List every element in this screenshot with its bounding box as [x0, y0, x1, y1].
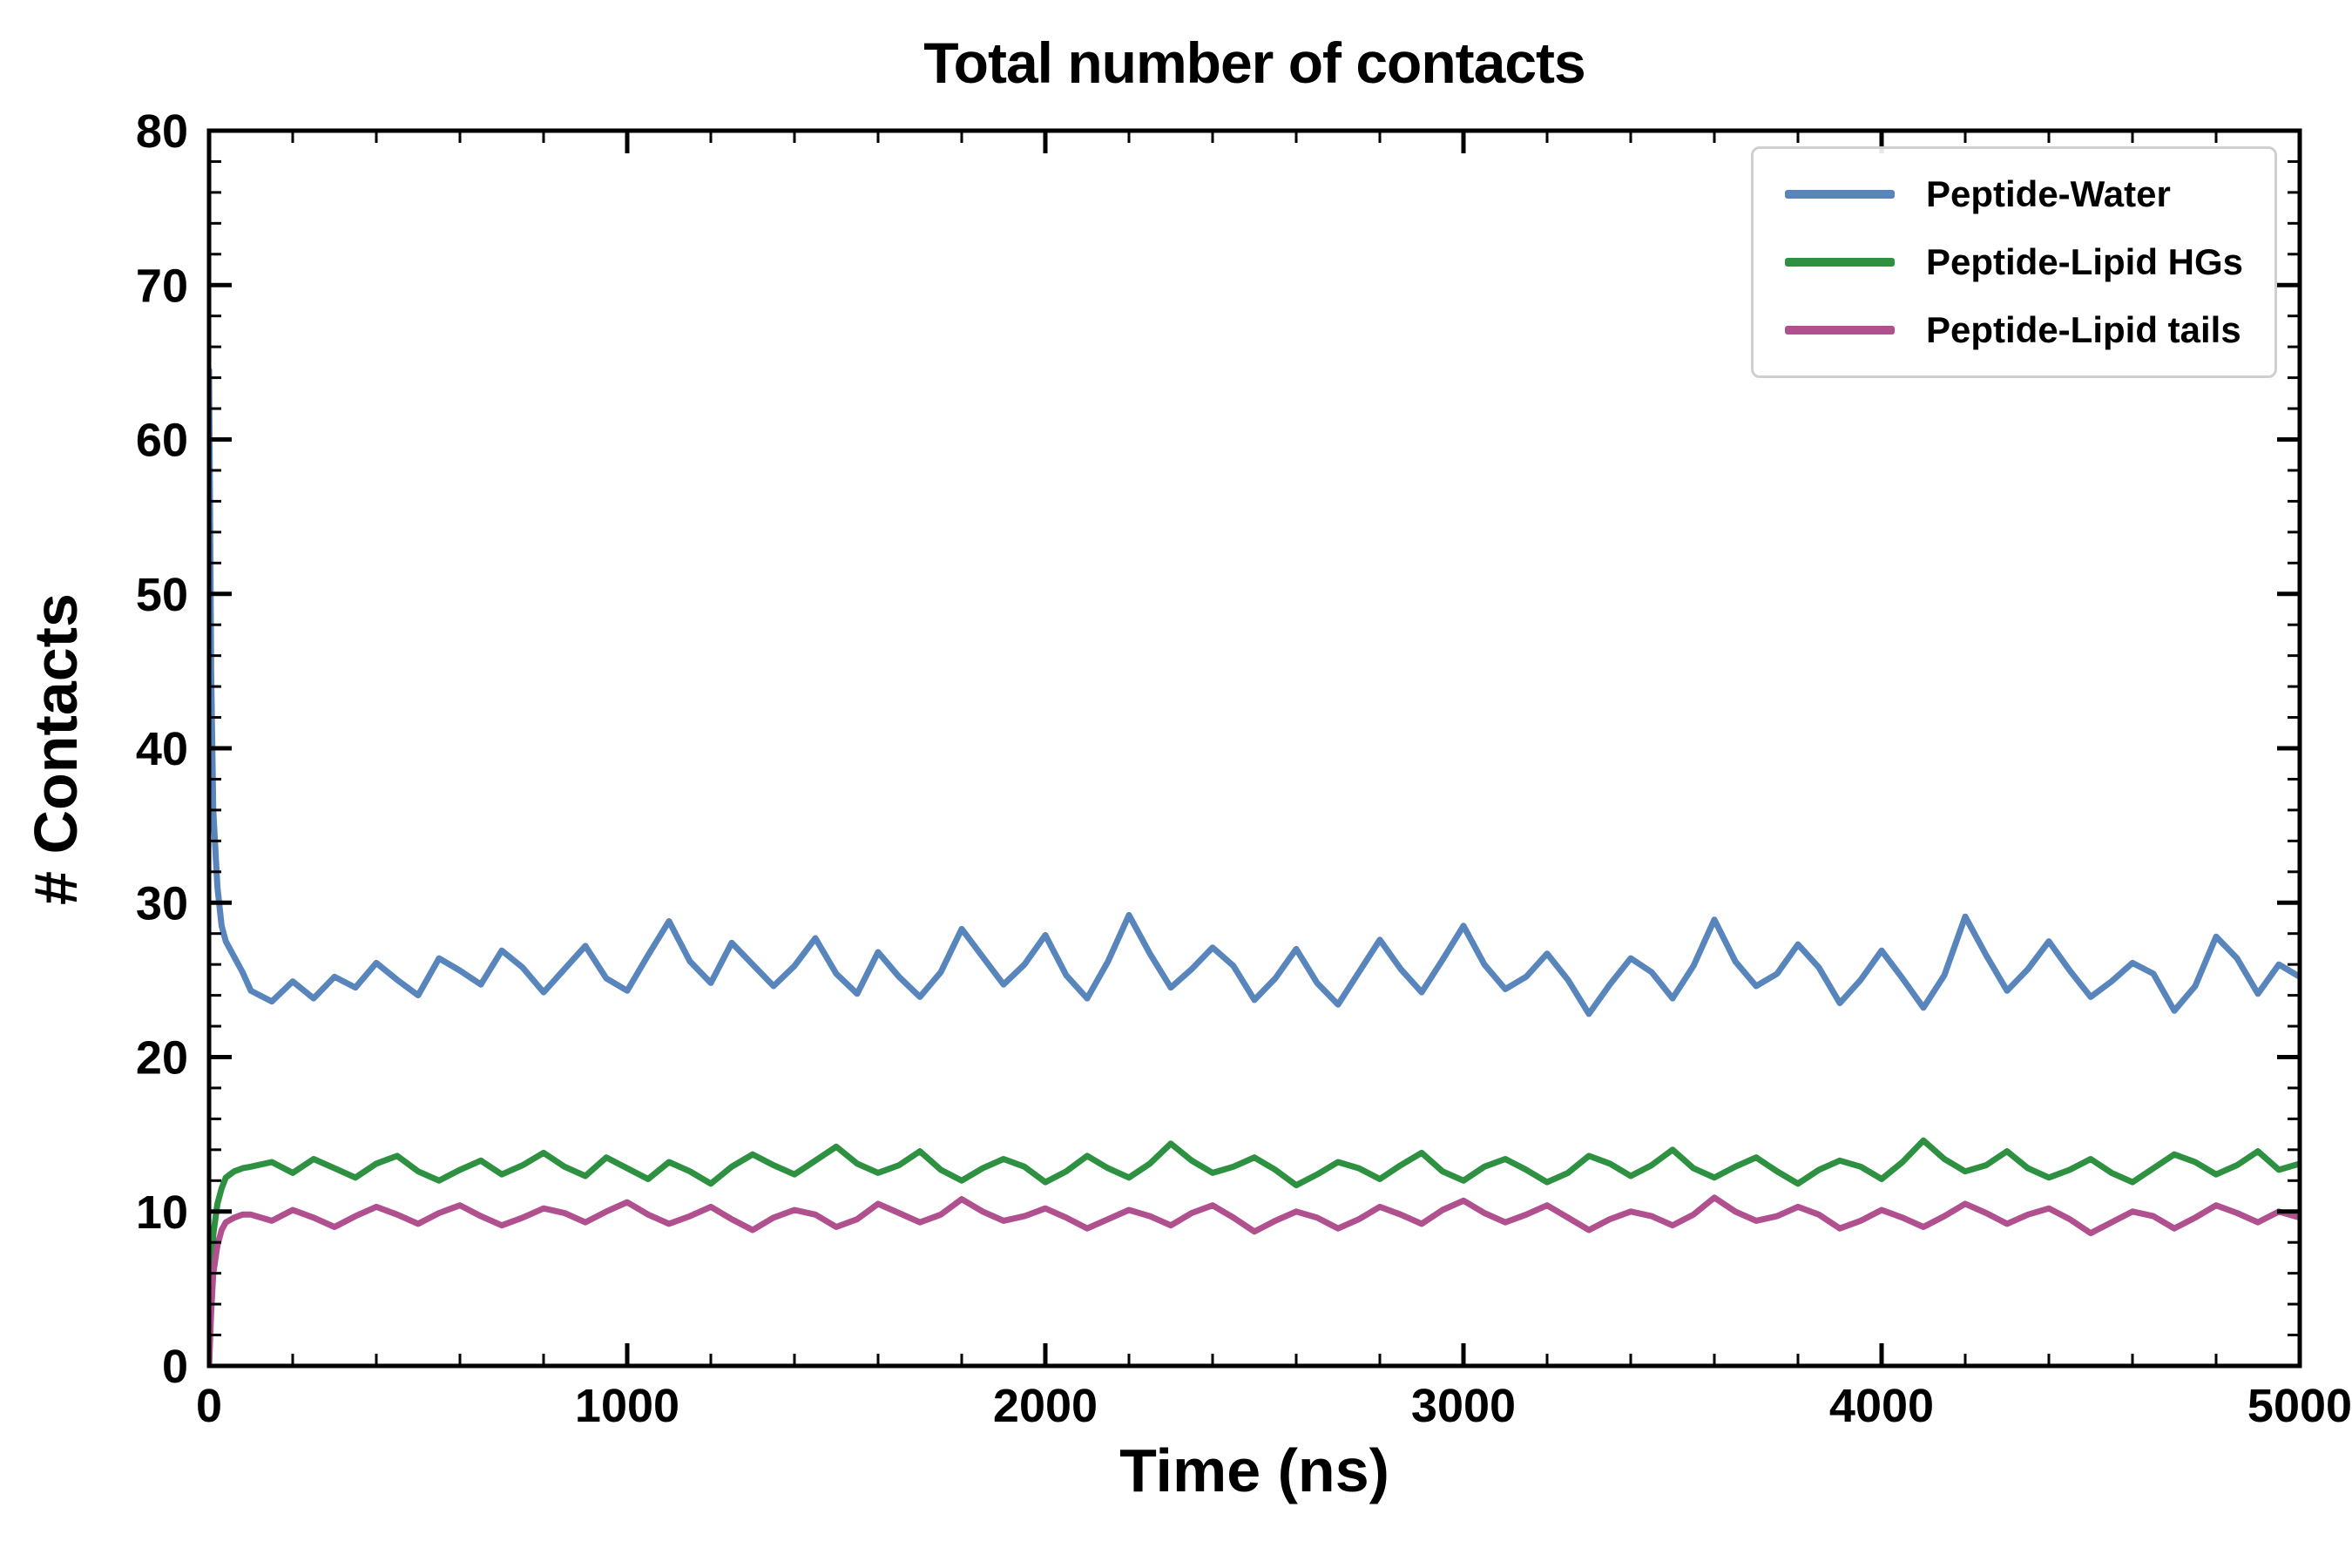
- x-tick-label: 5000: [2247, 1380, 2352, 1432]
- x-tick-label: 2000: [993, 1380, 1098, 1432]
- legend-swatch-peptide-water: [1784, 190, 1895, 199]
- legend-swatch-peptide-lipid-tails: [1784, 326, 1895, 335]
- line-peptide-lipid-hgs: [209, 1137, 2300, 1366]
- chart-title: Total number of contacts: [923, 30, 1586, 95]
- y-tick-label: 40: [136, 723, 188, 775]
- tick-labels: 0 1000 2000 3000 4000 5000 0 10 20 30 40 50 60 70 80: [136, 105, 2352, 1432]
- x-tick-label: 0: [196, 1380, 222, 1432]
- y-tick-label: 60: [136, 415, 188, 467]
- y-tick-label: 20: [136, 1032, 188, 1085]
- x-axis-label: Time (ns): [1119, 1436, 1389, 1504]
- y-tick-label: 70: [136, 260, 188, 312]
- legend-item-peptide-water: Peptide-Water: [1784, 173, 2243, 215]
- legend-swatch-peptide-lipid-hgs: [1784, 258, 1895, 267]
- y-tick-label: 0: [162, 1341, 188, 1393]
- y-tick-label: 10: [136, 1186, 188, 1239]
- x-tick-label: 3000: [1411, 1380, 1516, 1432]
- line-peptide-lipid-tails: [209, 1194, 2300, 1366]
- legend-item-peptide-lipid-hgs: Peptide-Lipid HGs: [1784, 241, 2243, 283]
- x-tick-label: 1000: [575, 1380, 679, 1432]
- line-peptide-water: [209, 367, 2300, 1017]
- y-tick-label: 80: [136, 105, 188, 158]
- legend-label: Peptide-Lipid HGs: [1925, 241, 2243, 282]
- x-tick-label: 4000: [1829, 1380, 1934, 1432]
- legend-label: Peptide-Water: [1925, 173, 2171, 214]
- legend: Peptide-Water Peptide-Lipid HGs Peptide-…: [1750, 146, 2277, 378]
- y-axis-label: # Contacts: [22, 593, 90, 905]
- legend-label: Peptide-Lipid tails: [1925, 309, 2241, 350]
- y-tick-label: 30: [136, 877, 188, 929]
- series-lines: [209, 367, 2300, 1366]
- y-tick-label: 50: [136, 569, 188, 621]
- axis-ticks: [206, 128, 2302, 1369]
- legend-item-peptide-lipid-tails: Peptide-Lipid tails: [1784, 309, 2243, 351]
